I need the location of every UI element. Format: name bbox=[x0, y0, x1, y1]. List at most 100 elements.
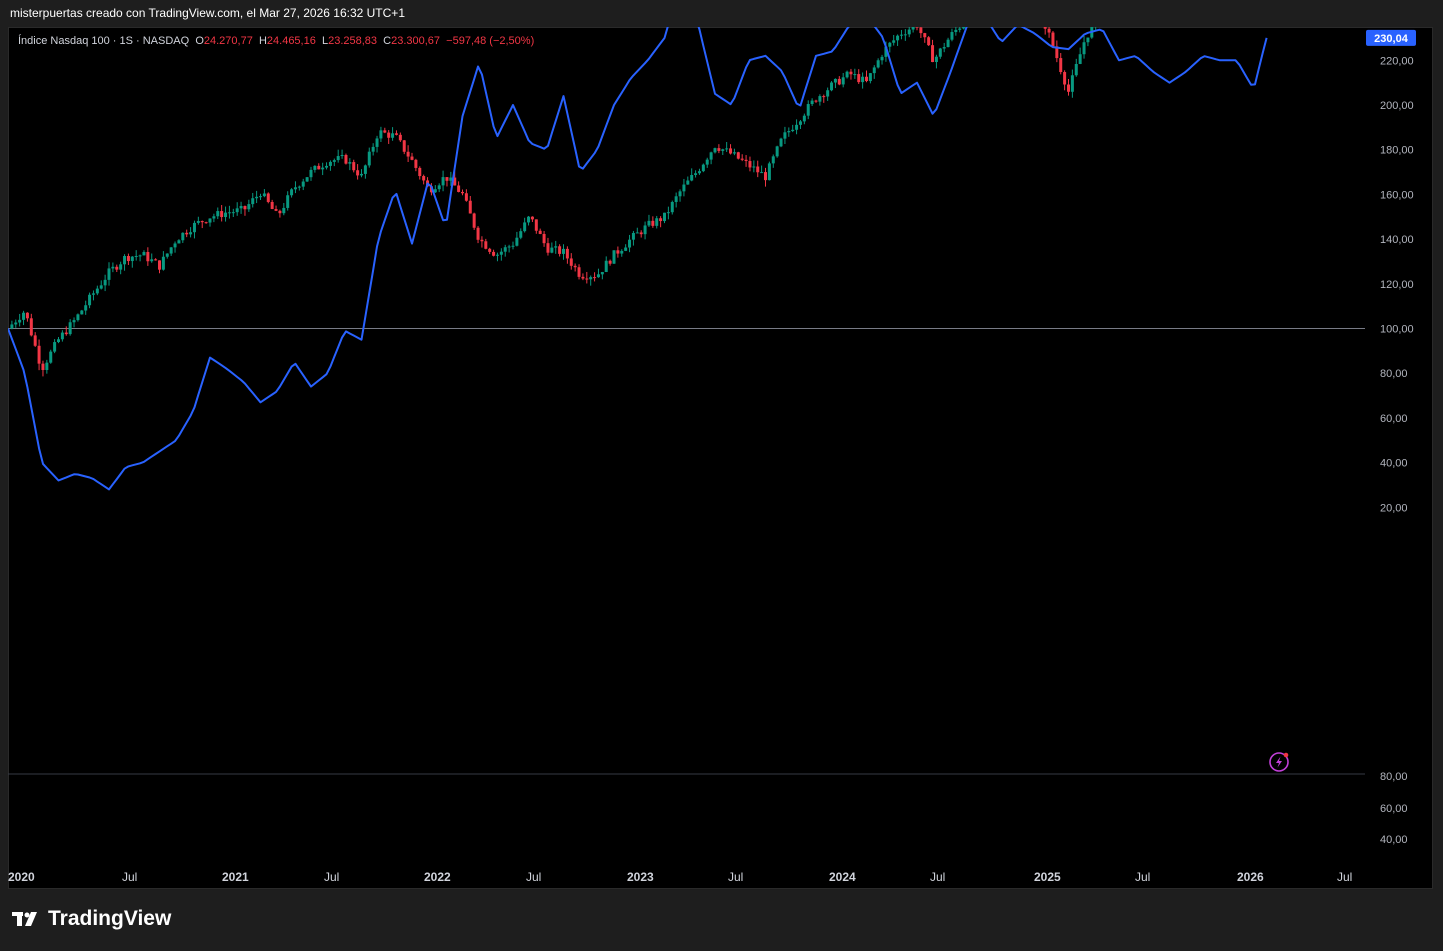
candle-body bbox=[833, 78, 837, 83]
candle-body bbox=[818, 96, 822, 102]
candle-body bbox=[189, 232, 193, 235]
tradingview-brand[interactable]: TradingView bbox=[12, 907, 171, 931]
candle-body bbox=[453, 177, 457, 186]
candle-body bbox=[185, 232, 189, 235]
candle-body bbox=[293, 187, 297, 190]
candle-body bbox=[783, 132, 787, 139]
candle-body bbox=[694, 173, 698, 176]
candle-body bbox=[705, 159, 709, 165]
candle-body bbox=[1047, 28, 1051, 33]
candle-body bbox=[931, 45, 935, 63]
candle-body bbox=[383, 130, 387, 133]
candle-body bbox=[111, 266, 115, 269]
candle-body bbox=[142, 252, 146, 256]
candle-body bbox=[274, 209, 278, 211]
candle-body bbox=[344, 155, 348, 164]
candle-body bbox=[853, 74, 857, 76]
candle-body bbox=[204, 222, 208, 224]
candle-body bbox=[239, 206, 243, 209]
candle-body bbox=[247, 204, 251, 210]
candle-body bbox=[503, 247, 507, 252]
candle-body bbox=[884, 46, 888, 57]
lower-y-tick-label: 40,00 bbox=[1380, 834, 1408, 846]
candle-body bbox=[647, 220, 651, 226]
candle-body bbox=[1074, 63, 1078, 76]
candle-body bbox=[740, 158, 744, 160]
y-tick-label: 60,00 bbox=[1380, 413, 1408, 425]
candle-body bbox=[33, 335, 37, 346]
candle-body bbox=[348, 162, 352, 164]
candle-body bbox=[631, 232, 635, 240]
candle-body bbox=[158, 260, 161, 270]
chart-caption: misterpuertas creado con TradingView.com… bbox=[10, 6, 405, 20]
candle-body bbox=[577, 267, 581, 277]
candle-body bbox=[196, 221, 200, 223]
candle-body bbox=[130, 256, 134, 262]
candle-body bbox=[445, 177, 449, 181]
candle-body bbox=[301, 181, 305, 187]
candle-body bbox=[791, 129, 795, 132]
candle-body bbox=[216, 211, 220, 217]
candle-body bbox=[635, 232, 639, 234]
legend-close-value: 23.300,67 bbox=[391, 35, 441, 47]
candle-body bbox=[134, 255, 138, 257]
candle-body bbox=[375, 138, 379, 147]
x-tick-label: 2023 bbox=[627, 870, 654, 884]
candle-body bbox=[255, 196, 259, 199]
comparison-line[interactable] bbox=[8, 27, 1268, 491]
candle-body bbox=[748, 161, 752, 168]
x-tick-label: 2020 bbox=[8, 870, 35, 884]
legend-open-label: O bbox=[195, 35, 204, 47]
candle-body bbox=[686, 180, 690, 185]
x-tick-label: Jul bbox=[930, 870, 945, 884]
x-tick-label: Jul bbox=[1135, 870, 1150, 884]
candle-body bbox=[1082, 42, 1086, 55]
candle-body bbox=[899, 34, 903, 36]
candle-body bbox=[53, 342, 57, 352]
candle-body bbox=[72, 320, 76, 323]
candle-body bbox=[476, 227, 480, 240]
candle-body bbox=[231, 212, 235, 214]
candle-body bbox=[1055, 46, 1059, 59]
candle-body bbox=[697, 171, 701, 174]
candle-body bbox=[360, 173, 363, 176]
legend-low-value: 23.258,83 bbox=[328, 35, 378, 47]
candle-body bbox=[472, 213, 476, 228]
candle-body bbox=[593, 277, 597, 279]
candle-body bbox=[200, 221, 204, 223]
candle-body bbox=[690, 175, 694, 181]
x-tick-label: Jul bbox=[526, 870, 541, 884]
candle-body bbox=[962, 27, 966, 29]
candle-body bbox=[612, 250, 616, 264]
candle-body bbox=[1070, 75, 1074, 92]
y-tick-label: 200,00 bbox=[1380, 100, 1414, 112]
legend-close-label: C bbox=[383, 35, 392, 47]
candle-body bbox=[49, 351, 53, 363]
candle-body bbox=[795, 124, 799, 130]
candle-body bbox=[604, 260, 608, 273]
candle-body bbox=[80, 310, 84, 315]
candle-body bbox=[534, 219, 538, 231]
candle-body bbox=[946, 39, 950, 48]
candle-body bbox=[398, 134, 402, 141]
flash-icon[interactable] bbox=[1268, 751, 1290, 773]
candle-body bbox=[888, 42, 892, 47]
candle-body bbox=[363, 165, 367, 174]
legend-high-value: 24.465,16 bbox=[266, 35, 316, 47]
y-tick-label: 40,00 bbox=[1380, 458, 1408, 470]
candle-body bbox=[573, 265, 577, 268]
candle-body bbox=[25, 312, 29, 319]
legend-symbol[interactable]: Índice Nasdaq 100 · 1S · NASDAQ bbox=[18, 35, 190, 47]
candle-body bbox=[558, 246, 562, 254]
x-tick-label: 2021 bbox=[222, 870, 249, 884]
x-tick-label: 2024 bbox=[829, 870, 856, 884]
candle-body bbox=[290, 189, 294, 196]
chart-area[interactable]: 320,00300,00280,00260,00240,00220,00200,… bbox=[8, 27, 1433, 889]
candle-body bbox=[670, 201, 674, 213]
candle-body bbox=[107, 268, 111, 280]
candle-body bbox=[352, 162, 356, 171]
candle-body bbox=[192, 222, 196, 233]
candle-body bbox=[565, 248, 569, 259]
candle-body bbox=[760, 172, 764, 174]
candle-body bbox=[437, 185, 441, 190]
